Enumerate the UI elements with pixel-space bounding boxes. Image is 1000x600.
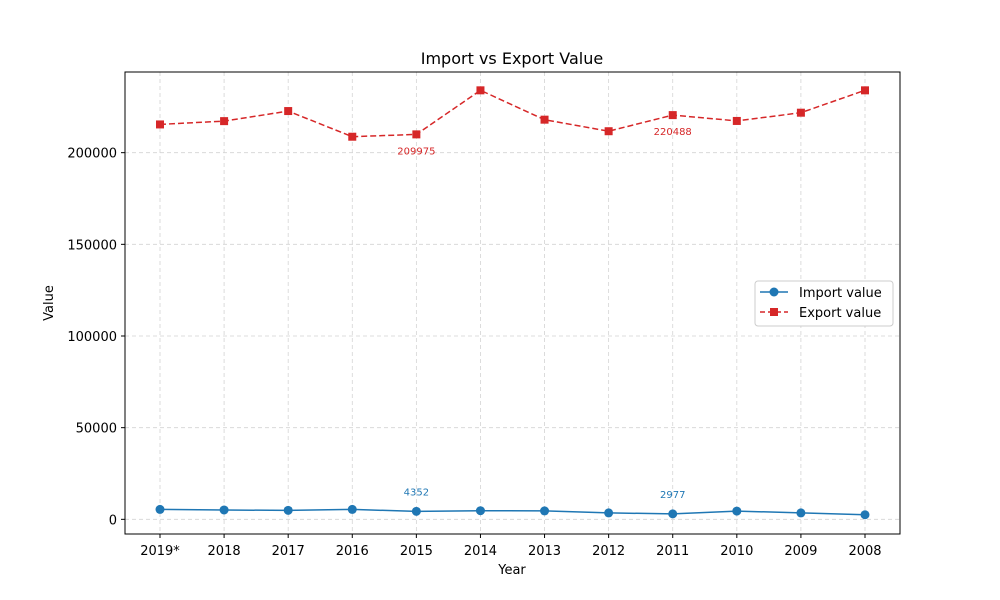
x-tick-label: 2011: [656, 544, 689, 559]
x-tick-label: 2015: [400, 544, 433, 559]
import-point: [860, 510, 870, 520]
y-axis-label: Value: [42, 285, 57, 321]
import-point: [155, 504, 165, 514]
export-point: [861, 86, 869, 95]
export-point: [412, 130, 421, 139]
x-tick-label: 2008: [848, 544, 881, 559]
data-label: 209975: [397, 146, 435, 157]
import-point: [540, 506, 550, 516]
legend-import-label: Import value: [799, 286, 882, 301]
data-label: 2977: [660, 490, 685, 501]
import-point: [219, 505, 229, 515]
export-point: [220, 117, 229, 126]
legend-import-marker: [769, 287, 779, 297]
y-tick-label: 150000: [67, 238, 117, 253]
x-tick-label: 2016: [336, 544, 369, 559]
export-point: [668, 111, 677, 120]
x-tick-label: 2013: [528, 544, 561, 559]
y-tick-label: 0: [109, 513, 117, 528]
series-line-import: [159, 508, 866, 516]
annotation-layer: 4352 2977 209975 220488: [397, 127, 692, 501]
y-axis: 0 50000 100000 150000 200000: [67, 147, 125, 528]
grid-lines: [125, 72, 900, 534]
export-point: [604, 127, 613, 136]
series-line-export: [159, 89, 866, 138]
y-tick-label: 200000: [67, 147, 117, 162]
x-tick-label: 2012: [592, 544, 625, 559]
y-tick-label: 100000: [67, 330, 117, 345]
x-tick-label: 2017: [272, 544, 305, 559]
chart-title: Import vs Export Value: [421, 49, 603, 68]
x-tick-label: 2010: [720, 544, 753, 559]
series-layer: [155, 86, 870, 520]
import-point: [347, 504, 357, 514]
import-point: [475, 506, 485, 516]
import-point: [604, 508, 614, 518]
legend: Import value Export value: [754, 280, 894, 327]
x-tick-label: 2009: [784, 544, 817, 559]
export-point: [732, 116, 741, 125]
import-point: [283, 505, 293, 515]
data-label: 4352: [404, 487, 429, 498]
export-point: [796, 108, 805, 117]
legend-export-marker: [770, 308, 778, 316]
plot-area-frame: [124, 71, 901, 535]
x-axis: 2019* 2018 2017 2016 2015 2014 2013 2012 2011 201…: [140, 534, 882, 559]
x-axis-label: Year: [497, 563, 526, 578]
x-tick-label: 2018: [208, 544, 241, 559]
import-point: [411, 506, 421, 516]
export-point: [284, 107, 293, 116]
data-label: 220488: [654, 127, 692, 138]
export-point: [540, 115, 549, 124]
import-point: [732, 506, 742, 516]
y-tick-label: 50000: [76, 422, 117, 437]
export-point: [476, 86, 485, 95]
x-tick-label: 2019*: [140, 544, 180, 559]
import-point: [668, 509, 678, 519]
export-point: [156, 120, 164, 129]
import-point: [796, 508, 806, 518]
legend-box: [754, 280, 894, 327]
export-point: [348, 132, 357, 141]
x-tick-label: 2014: [464, 544, 497, 559]
legend-export-label: Export value: [799, 306, 881, 321]
